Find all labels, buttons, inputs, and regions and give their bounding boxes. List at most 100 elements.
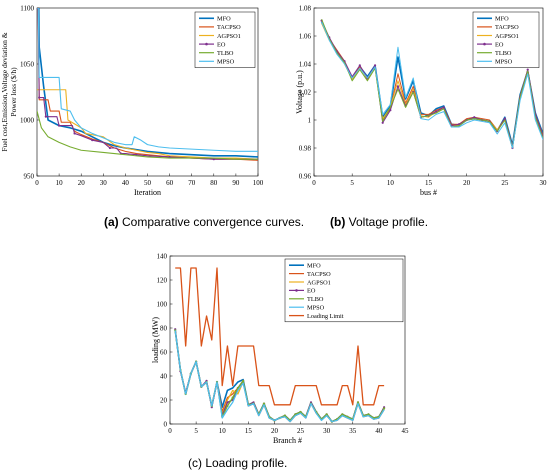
- legend-entry: TACPSO: [307, 271, 331, 278]
- legend-entry: TLBO: [495, 50, 512, 57]
- x-axis-label: Iteration: [134, 188, 161, 197]
- caption-b-text: Voltage profile.: [345, 215, 429, 229]
- series-marker-eo: [58, 124, 61, 127]
- x-tick-label: 20: [78, 179, 86, 187]
- y-axis-label: Fuel cost,Emission,Voltage deviation &: [0, 32, 9, 151]
- legend-entry: MPSO: [307, 305, 325, 312]
- y-axis-label: loading (MW): [151, 317, 160, 363]
- legend-entry: MPSO: [217, 59, 235, 66]
- y-tick-label: 1.06: [299, 33, 312, 41]
- y-tick-label: 1000: [20, 117, 35, 125]
- y-axis-label: Voltage (p.u.): [295, 70, 304, 114]
- series-line-tlbo: [321, 19, 543, 149]
- series-marker-tlbo: [299, 410, 302, 414]
- legend-entry: AGPSO1: [307, 279, 331, 286]
- x-tick-label: 25: [297, 427, 305, 435]
- caption-b: (b) Voltage profile.: [330, 215, 428, 229]
- caption-a: (a) Comparative convergence curves.: [104, 215, 304, 229]
- legend-box: [284, 258, 404, 323]
- series-marker-tlbo: [226, 404, 229, 408]
- x-tick-label: 30: [323, 427, 331, 435]
- x-tick-label: 15: [425, 179, 433, 187]
- series-marker-tlbo: [356, 401, 360, 404]
- series-line-mpso: [321, 21, 543, 149]
- legend-entry: Loading Limit: [307, 313, 344, 320]
- series-marker-eo: [473, 116, 476, 119]
- caption-b-tag: (b): [330, 215, 346, 229]
- legend-marker: [295, 289, 298, 292]
- x-tick-label: 15: [245, 427, 253, 435]
- series-marker-eo: [381, 121, 384, 124]
- series-marker-eo: [108, 146, 112, 150]
- y-tick-label: 20: [160, 397, 168, 405]
- legend-box: [472, 11, 540, 68]
- legend-entry: AGPSO1: [495, 33, 519, 40]
- x-tick-label: 0: [35, 179, 39, 187]
- y-tick-label: 140: [157, 253, 168, 261]
- y-tick-label: 0: [164, 421, 168, 429]
- y-tick-label: 0.98: [299, 145, 312, 153]
- x-tick-label: 10: [219, 427, 227, 435]
- panel-a-chart: 0 10 20 30 40 50 60 70 80 90 100 950 1000 1050 1100 Ite…: [0, 5, 264, 198]
- series-marker-eo: [442, 106, 445, 109]
- x-tick-label: 20: [271, 427, 279, 435]
- panel-c-chart: 0 5 10 15 20 25 30 35 40 45 0 20 40 60 80 100 120 140 Bran…: [151, 253, 409, 446]
- legend-marker: [483, 42, 486, 46]
- series-marker-eo: [91, 139, 94, 142]
- x-tick-label: 50: [144, 179, 152, 187]
- x-tick-label: 40: [122, 179, 130, 187]
- legend-entry: EO: [217, 41, 226, 48]
- y-axis-label: Power loss ($/h): [9, 67, 18, 117]
- y-tick-label: 950: [24, 173, 35, 181]
- y-tick-label: 0.96: [299, 173, 312, 181]
- caption-c: (c) Loading profile.: [188, 456, 288, 470]
- x-tick-label: 35: [349, 427, 357, 435]
- x-tick-label: 10: [56, 179, 64, 187]
- series-marker-eo: [73, 132, 76, 135]
- y-tick-label: 1.04: [299, 61, 312, 69]
- series-line-eo: [37, 8, 258, 160]
- series-marker-eo: [389, 109, 392, 112]
- x-tick-label: 25: [501, 179, 509, 187]
- caption-a-text: Comparative convergence curves.: [118, 215, 305, 229]
- x-tick-label: 40: [375, 427, 383, 435]
- x-axis-label: bus #: [420, 188, 437, 197]
- x-tick-label: 30: [540, 179, 548, 187]
- series-line-tlbo: [37, 110, 258, 160]
- x-tick-label: 45: [402, 427, 410, 435]
- x-axis-label: Branch #: [273, 436, 302, 445]
- legend-entry: MFO: [495, 16, 509, 23]
- series-marker-eo: [526, 68, 529, 71]
- legend-entry: TACPSO: [217, 24, 241, 31]
- series-marker-eo: [373, 64, 377, 67]
- series-marker-tlbo: [383, 407, 386, 410]
- x-tick-label: 30: [100, 179, 108, 187]
- y-tick-label: 40: [160, 373, 168, 381]
- legend-entry: MPSO: [495, 59, 513, 66]
- legend-entry: EO: [307, 288, 316, 295]
- legend-entry: TLBO: [307, 296, 324, 303]
- legend-entry: EO: [495, 41, 504, 48]
- series-marker-eo: [44, 115, 47, 118]
- legend-marker: [205, 42, 208, 46]
- series-line-mpso: [37, 8, 258, 152]
- x-tick-label: 100: [253, 179, 264, 187]
- y-tick-label: 100: [157, 301, 168, 309]
- x-tick-label: 5: [350, 179, 354, 187]
- x-tick-label: 80: [210, 179, 218, 187]
- x-tick-label: 60: [166, 179, 174, 187]
- y-tick-label: 1050: [20, 61, 35, 69]
- legend-entry: MFO: [307, 263, 321, 270]
- series-marker-tlbo: [262, 402, 266, 405]
- y-tick-label: 60: [160, 349, 168, 357]
- y-tick-label: 120: [157, 277, 168, 285]
- series-marker-eo: [226, 401, 229, 404]
- legend-box: [194, 11, 256, 68]
- series-line-agpso1: [37, 89, 258, 160]
- x-tick-label: 70: [188, 179, 196, 187]
- series-marker-tlbo: [367, 413, 370, 416]
- legend-entry: MFO: [217, 16, 231, 23]
- legend-entry: TACPSO: [495, 24, 519, 31]
- series-marker-eo: [358, 64, 361, 67]
- x-tick-label: 10: [387, 179, 395, 187]
